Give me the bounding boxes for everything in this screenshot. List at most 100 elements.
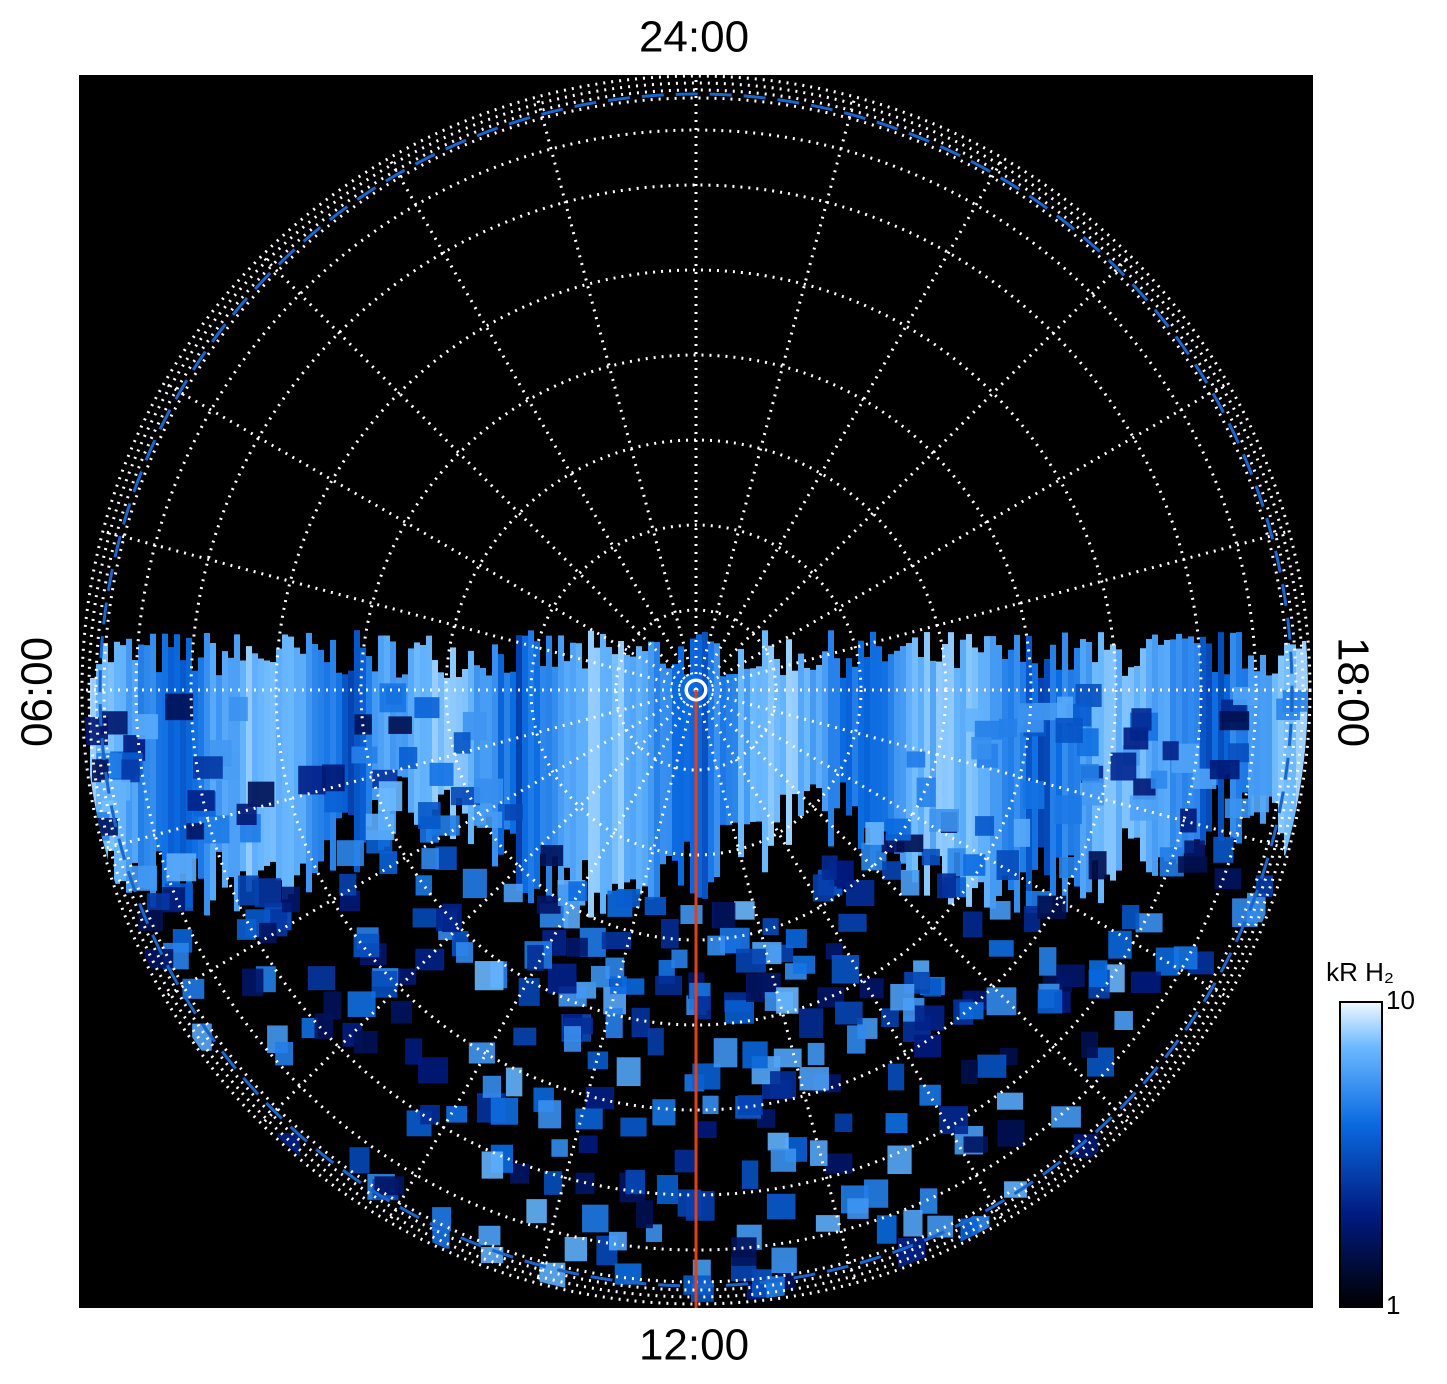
emission-patch (92, 759, 109, 783)
emission-patch (859, 978, 884, 999)
emission-streak (702, 631, 708, 899)
emission-streak (486, 675, 492, 817)
emission-patch (1131, 708, 1152, 731)
emission-patch (420, 1104, 440, 1125)
emission-patch (1219, 711, 1250, 731)
emission-patch (435, 846, 457, 870)
label-right: 18:00 (1328, 637, 1377, 747)
emission-streak (180, 660, 186, 874)
emission-patch (187, 790, 215, 811)
emission-patch (544, 1171, 563, 1195)
emission-patch (824, 1153, 853, 1174)
emission-streak (756, 666, 762, 822)
emission-streak (1008, 649, 1014, 891)
emission-patch (865, 822, 884, 845)
emission-streak (1044, 658, 1050, 876)
emission-streak (510, 671, 516, 834)
emission-patch (456, 942, 474, 963)
emission-streak (1278, 655, 1284, 834)
colorbar-tick-label: 10 (1386, 985, 1415, 1015)
emission-patch (770, 1148, 797, 1172)
emission-streak (798, 653, 804, 817)
emission-streak (1200, 636, 1206, 846)
emission-patch (1023, 781, 1045, 810)
emission-streak (606, 647, 612, 895)
emission-patch (568, 881, 588, 902)
emission-patch (1114, 1010, 1133, 1031)
emission-patch (799, 1008, 824, 1038)
latitude-circle (359, 353, 1033, 1027)
emission-patch (713, 1038, 738, 1068)
emission-patch (307, 966, 336, 991)
emission-streak (564, 661, 570, 868)
emission-streak (678, 646, 684, 886)
emission-streak (786, 639, 792, 845)
emission-patch (536, 895, 561, 914)
emission-patch (655, 975, 683, 995)
emission-patch (631, 1007, 650, 1038)
emission-patch (919, 1084, 941, 1106)
emission-patch (281, 886, 300, 913)
emission-patch (301, 1017, 318, 1039)
emission-streak (948, 632, 954, 905)
emission-streak (420, 644, 426, 825)
emission-streak (534, 641, 540, 889)
emission-patch (885, 818, 911, 841)
emission-streak (480, 667, 486, 825)
emission-patch (1209, 760, 1240, 780)
emission-patch (696, 1121, 717, 1139)
emission-patch (415, 948, 445, 971)
emission-patch (563, 1026, 582, 1052)
latitude-circle (80, 75, 1312, 1306)
emission-patch (229, 696, 248, 722)
emission-patch (1076, 764, 1099, 781)
emission-patch (947, 848, 966, 877)
emission-patch (1105, 964, 1125, 993)
emission-streak (972, 647, 978, 889)
emission-streak (144, 645, 150, 889)
emission-patch (661, 918, 679, 949)
emission-streak (150, 633, 156, 908)
emission-patch (770, 1071, 797, 1099)
emission-patch (476, 811, 503, 828)
emission-streak (1284, 643, 1290, 856)
emission-patch (767, 1132, 789, 1151)
emission-streak (270, 662, 276, 862)
emission-patch (1013, 818, 1031, 847)
emission-patch (353, 933, 380, 958)
emission-streak (516, 635, 522, 892)
emission-streak (984, 636, 990, 908)
emission-streak (1158, 644, 1164, 858)
emission-patch (986, 987, 1017, 1016)
emission-patch (371, 970, 398, 998)
emission-streak (1254, 671, 1260, 796)
emission-patch (1180, 808, 1197, 833)
emission-streak (474, 665, 480, 826)
emission-patch (518, 978, 540, 1006)
emission-patch (453, 732, 471, 754)
emission-patch (510, 1163, 530, 1184)
emission-streak (378, 635, 384, 851)
emission-patch (890, 983, 915, 1011)
emission-patch (238, 875, 259, 906)
emission-patch (815, 1215, 841, 1232)
pole-marker (684, 678, 708, 702)
emission-streak (1230, 632, 1236, 839)
emission-patch (1089, 960, 1108, 988)
emission-patch (473, 778, 504, 804)
emission-patch (847, 1198, 869, 1219)
emission-streak (162, 633, 168, 911)
emission-streak (1056, 669, 1062, 858)
emission-streak (240, 660, 246, 872)
emission-patch (1131, 971, 1161, 994)
emission-patch (975, 816, 995, 836)
emission-streak (390, 641, 396, 835)
emission-patch (146, 893, 170, 910)
emission-patch (144, 949, 174, 969)
aurora-emission (84, 630, 1308, 1302)
emission-streak (1026, 635, 1032, 912)
emission-patch (585, 1086, 615, 1110)
emission-streak (360, 647, 366, 843)
emission-patch (1255, 875, 1274, 898)
emission-patch (582, 1204, 609, 1233)
